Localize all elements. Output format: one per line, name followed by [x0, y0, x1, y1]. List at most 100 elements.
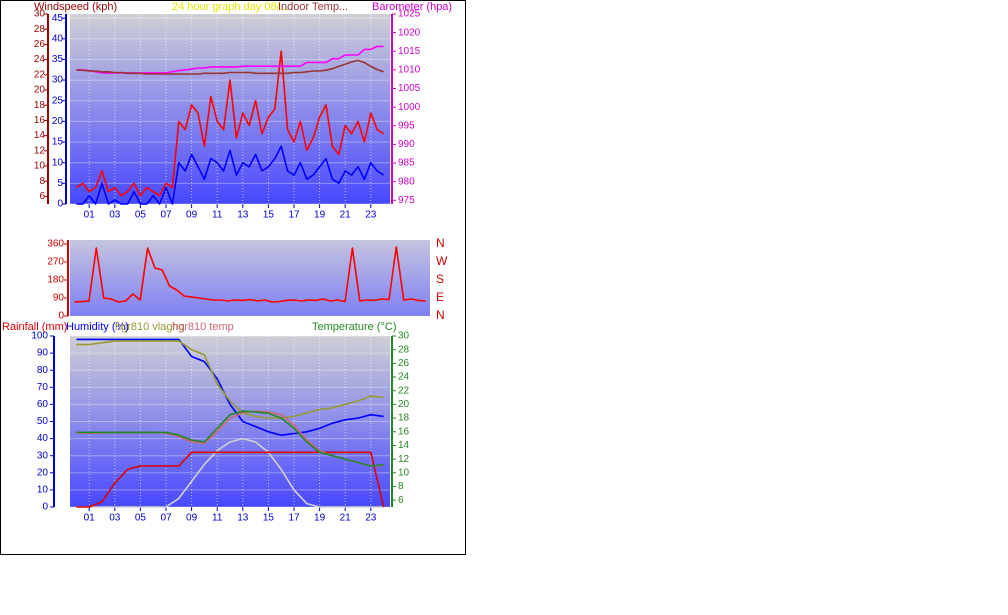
y-tick-label: 30 [52, 75, 64, 86]
y-tick-label: 70 [37, 382, 49, 393]
series-line [76, 451, 385, 508]
y-tick-label: 360 [47, 239, 64, 250]
y-tick-label: 0 [57, 199, 63, 210]
x-tick-label: 05 [135, 210, 147, 221]
x-tick-label: 17 [288, 513, 300, 524]
y2-tick-label: 1025 [398, 9, 421, 20]
y2-tick-label: 990 [398, 139, 415, 150]
y3-tick-label: 10 [34, 161, 46, 172]
x-tick-label: 09 [186, 210, 198, 221]
x-tick-label: 01 [84, 513, 96, 524]
y2-tick-label: 18 [398, 413, 410, 424]
y3-tick-label: 28 [34, 24, 46, 35]
x-tick-label: 01 [84, 210, 96, 221]
x-tick-label: 23 [365, 513, 377, 524]
y3-tick-label: 30 [34, 9, 46, 20]
y-tick-label: 60 [37, 399, 49, 410]
y-tick-label: 30 [37, 450, 49, 461]
y2-tick-label: 995 [398, 120, 415, 131]
y-tick-label: 90 [37, 348, 49, 359]
legend-entry: hgr810 temp [172, 321, 234, 333]
y3-tick-label: 6 [39, 191, 45, 202]
y-tick-label: 15 [52, 137, 64, 148]
y2-tick-label: 1010 [398, 65, 421, 76]
y3-tick-label: 8 [39, 176, 45, 187]
y3-tick-label: 20 [34, 85, 46, 96]
y-tick-label: 35 [52, 54, 64, 65]
x-tick-label: 21 [340, 513, 352, 524]
x-tick-label: 15 [263, 210, 275, 221]
y2-tick-label: 20 [398, 399, 410, 410]
y-tick-label: 180 [47, 275, 64, 286]
x-tick-label: 03 [109, 210, 121, 221]
legend-entry: Indoor Temp... [278, 1, 348, 13]
x-tick-label: 19 [314, 513, 326, 524]
legend-entry: Temperature (°C) [312, 321, 396, 333]
y2-tick-label: 12 [398, 454, 410, 465]
y2-tick-label: 22 [398, 385, 410, 396]
y-tick-label: 100 [31, 331, 48, 342]
y3-tick-label: 12 [34, 145, 46, 156]
x-tick-label: 11 [212, 210, 223, 221]
y2-tick-label: 1000 [398, 102, 421, 113]
y2-tick-label: 6 [398, 495, 404, 506]
y-tick-label: 20 [37, 467, 49, 478]
y2-tick-label: N [436, 308, 445, 322]
x-tick-label: 05 [135, 513, 147, 524]
x-tick-label: 07 [160, 513, 172, 524]
x-tick-label: 23 [365, 210, 377, 221]
y2-tick-label: 30 [398, 331, 410, 342]
legend-entry: Rainfall (mm) [2, 321, 67, 333]
y2-tick-label: 10 [398, 467, 410, 478]
y2-tick-label: 985 [398, 158, 415, 169]
y-tick-label: 90 [53, 293, 65, 304]
y-tick-label: 25 [52, 95, 64, 106]
x-tick-label: 13 [237, 210, 249, 221]
y-tick-label: 40 [37, 433, 49, 444]
y2-tick-label: 26 [398, 358, 410, 369]
y3-tick-label: 26 [34, 39, 46, 50]
y2-tick-label: 1005 [398, 83, 421, 94]
series-line [75, 50, 385, 197]
chart-title: 24 hour graph day 08/... [172, 1, 289, 13]
y-tick-label: 40 [52, 33, 64, 44]
y-axis-title: Windspeed (kph) [34, 1, 117, 13]
x-tick-label: 07 [160, 210, 172, 221]
series-line [76, 338, 384, 436]
x-tick-label: 03 [109, 513, 121, 524]
y-tick-label: 20 [52, 116, 64, 127]
y2-tick-label: W [436, 254, 448, 268]
plot-area [70, 14, 390, 204]
series-line [76, 59, 384, 75]
legend-entry: Humidity (%) [66, 321, 129, 333]
y2-axis-title: Barometer (hpa) [372, 1, 452, 13]
y2-tick-label: 14 [398, 440, 410, 451]
y3-tick-label: 16 [34, 115, 46, 126]
plot-area [70, 240, 430, 316]
y-tick-label: 10 [37, 485, 49, 496]
y-tick-label: 5 [57, 178, 63, 189]
y-tick-label: 80 [37, 365, 49, 376]
y-tick-label: 50 [37, 416, 49, 427]
y2-tick-label: N [436, 236, 445, 250]
y2-tick-label: 24 [398, 372, 410, 383]
series-line [76, 437, 384, 508]
x-tick-label: 19 [314, 210, 326, 221]
y2-tick-label: 975 [398, 195, 415, 206]
x-tick-label: 17 [288, 210, 300, 221]
y2-tick-label: 1015 [398, 46, 421, 57]
series-line [76, 340, 384, 419]
x-tick-label: 21 [340, 210, 352, 221]
y2-tick-label: 980 [398, 176, 415, 187]
y3-tick-label: 24 [34, 54, 46, 65]
y-tick-label: 45 [52, 13, 64, 24]
y3-tick-label: 22 [34, 69, 46, 80]
series-line [76, 410, 384, 467]
x-tick-label: 11 [212, 513, 223, 524]
series-line [76, 145, 385, 205]
y-tick-label: 0 [42, 502, 48, 513]
y2-tick-label: 1020 [398, 27, 421, 38]
x-tick-label: 13 [237, 513, 249, 524]
